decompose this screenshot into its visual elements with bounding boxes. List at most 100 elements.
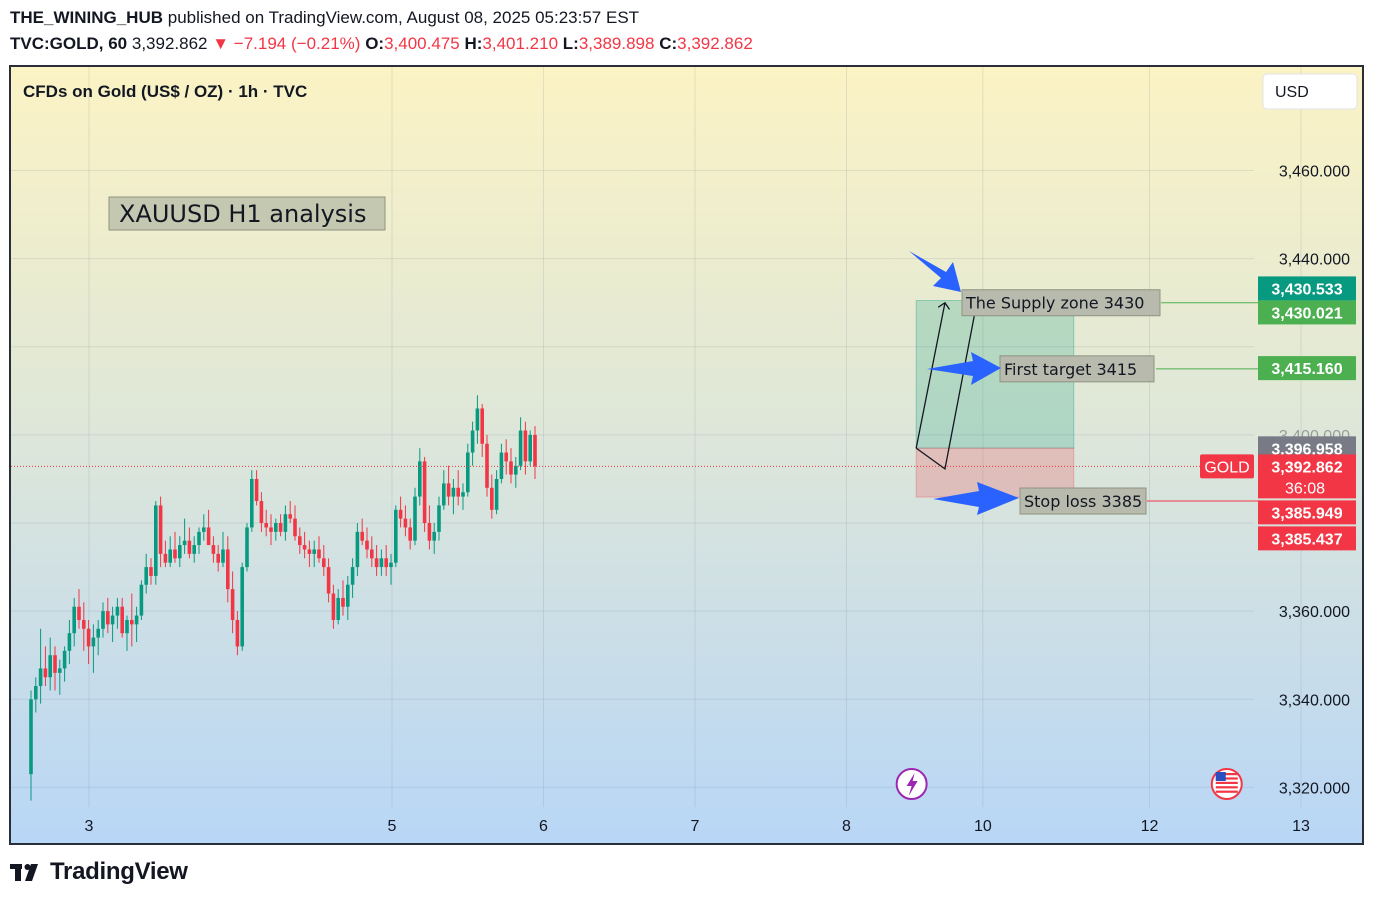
candle[interactable] <box>139 580 144 620</box>
candle[interactable] <box>144 553 148 594</box>
author-name[interactable]: THE_WINING_HUB <box>10 8 164 27</box>
candle[interactable] <box>158 496 163 568</box>
candle[interactable] <box>336 589 340 625</box>
candle[interactable] <box>245 523 249 572</box>
chart-frame[interactable]: XAUUSD H1 analysis The Supply zone 3430 Fi… <box>9 65 1364 845</box>
candle[interactable] <box>86 619 91 665</box>
candle[interactable] <box>509 448 513 484</box>
candle[interactable] <box>307 540 312 568</box>
candle[interactable] <box>101 602 105 638</box>
candle[interactable] <box>274 518 278 541</box>
candle[interactable] <box>312 540 316 568</box>
candle[interactable] <box>235 611 240 656</box>
candle[interactable] <box>134 606 139 643</box>
candle[interactable] <box>269 514 273 546</box>
candle[interactable] <box>288 501 292 524</box>
candle[interactable] <box>192 536 196 563</box>
candle[interactable] <box>72 597 76 647</box>
lightning-event-icon[interactable] <box>895 768 928 800</box>
candle[interactable] <box>211 536 216 563</box>
projection-arrow-path[interactable] <box>915 303 977 470</box>
candle[interactable] <box>504 439 508 475</box>
price-chart[interactable]: XAUUSD H1 analysis The Supply zone 3430 Fi… <box>11 67 1362 843</box>
candle[interactable] <box>451 478 456 515</box>
candle[interactable] <box>264 509 268 537</box>
candle[interactable] <box>120 597 124 638</box>
candle[interactable] <box>58 659 62 695</box>
candle[interactable] <box>470 421 475 466</box>
level-annotation[interactable]: First target 3415 <box>999 355 1262 383</box>
candle[interactable] <box>226 536 230 603</box>
candle[interactable] <box>365 527 369 559</box>
candle[interactable] <box>125 615 129 651</box>
candle[interactable] <box>389 553 393 585</box>
candle[interactable] <box>173 531 177 563</box>
candle[interactable] <box>442 470 446 510</box>
candle[interactable] <box>355 523 360 576</box>
price-label[interactable]: 3,415.160 <box>1258 356 1356 381</box>
candle[interactable] <box>494 470 499 515</box>
candle[interactable] <box>34 677 38 713</box>
candle[interactable] <box>187 527 192 559</box>
candle[interactable] <box>466 443 470 497</box>
candle[interactable] <box>518 417 523 471</box>
analysis-title-box[interactable]: XAUUSD H1 analysis <box>108 196 386 231</box>
candle[interactable] <box>77 589 81 629</box>
price-label[interactable]: 3,385.949 <box>1258 500 1356 525</box>
candle[interactable] <box>456 470 460 506</box>
candle[interactable] <box>216 545 220 572</box>
projection-arrow-path[interactable] <box>915 303 945 449</box>
candle[interactable] <box>499 443 504 484</box>
candle[interactable] <box>43 646 48 687</box>
price-label[interactable]: 3,385.437 <box>1258 526 1356 551</box>
candle[interactable] <box>480 404 484 457</box>
candle[interactable] <box>523 421 528 475</box>
candle[interactable] <box>317 536 321 563</box>
candle[interactable] <box>230 571 235 634</box>
candle[interactable] <box>302 531 307 559</box>
candle[interactable] <box>197 527 201 554</box>
candle[interactable] <box>374 545 379 576</box>
candle[interactable] <box>168 536 172 568</box>
candle[interactable] <box>461 483 465 510</box>
candle[interactable] <box>259 492 264 532</box>
candle[interactable] <box>29 690 33 801</box>
price-label[interactable]: 3,430.533 <box>1258 276 1356 301</box>
candle[interactable] <box>370 536 374 568</box>
candle[interactable] <box>384 545 388 576</box>
candle[interactable] <box>331 584 336 629</box>
level-annotation[interactable]: The Supply zone 3430 <box>961 289 1262 317</box>
candle[interactable] <box>533 426 537 479</box>
candle[interactable] <box>408 518 412 550</box>
candle[interactable] <box>341 580 345 616</box>
price-label[interactable]: 3,430.021 <box>1258 300 1356 325</box>
candle[interactable] <box>398 496 403 528</box>
candle[interactable] <box>326 558 331 603</box>
candle[interactable] <box>67 619 72 665</box>
candle[interactable] <box>96 619 100 656</box>
candle[interactable] <box>82 602 86 651</box>
candle[interactable] <box>163 540 168 568</box>
us-flag-event-icon[interactable] <box>1210 768 1243 800</box>
candle[interactable] <box>427 505 432 550</box>
candle[interactable] <box>91 624 96 673</box>
candle[interactable] <box>48 637 52 691</box>
candle[interactable] <box>475 395 480 444</box>
candle[interactable] <box>298 527 302 554</box>
candle[interactable] <box>379 549 384 576</box>
candle[interactable] <box>394 505 398 568</box>
level-annotation[interactable]: Stop loss 3385 <box>1019 487 1262 515</box>
candle[interactable] <box>485 434 489 497</box>
candle[interactable] <box>418 448 422 506</box>
candle[interactable] <box>53 646 57 691</box>
candle[interactable] <box>62 646 67 682</box>
candle[interactable] <box>293 505 297 541</box>
currency-button[interactable]: USD <box>1262 73 1358 110</box>
time-axis[interactable]: 3 5 6 7 8 10 12 13 <box>85 818 1310 835</box>
candle[interactable] <box>432 523 436 554</box>
candle[interactable] <box>149 558 153 585</box>
candle[interactable] <box>278 514 283 537</box>
tradingview-brand[interactable]: TradingView <box>50 858 188 885</box>
candle[interactable] <box>38 628 43 704</box>
candle[interactable] <box>182 518 187 554</box>
